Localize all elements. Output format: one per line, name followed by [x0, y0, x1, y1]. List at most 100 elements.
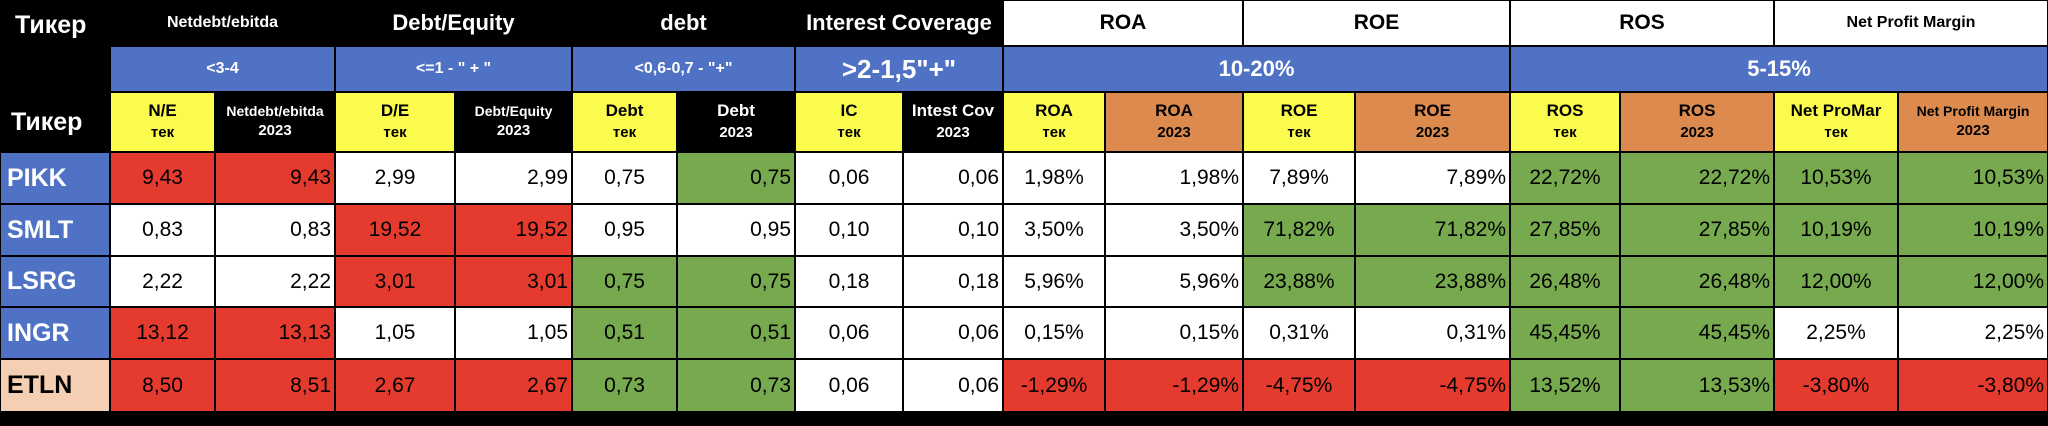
value-cell[interactable]: 7,89%: [1355, 152, 1510, 204]
column-label-2[interactable]: D/E тек: [335, 92, 455, 152]
column-label-1[interactable]: Netdebt/ebitda 2023: [215, 92, 335, 152]
value-cell[interactable]: 13,53%: [1620, 359, 1774, 412]
value-cell[interactable]: 10,19%: [1774, 204, 1898, 256]
value-cell[interactable]: 0,06: [903, 307, 1003, 359]
column-label-0[interactable]: N/E тек: [110, 92, 215, 152]
group-title-1[interactable]: Debt/Equity: [335, 0, 572, 46]
column-label-12[interactable]: ROS тек: [1510, 92, 1620, 152]
value-cell[interactable]: 27,85%: [1620, 204, 1774, 256]
value-cell[interactable]: -3,80%: [1774, 359, 1898, 412]
norm-2[interactable]: <0,6-0,7 - "+": [572, 46, 795, 92]
value-cell[interactable]: 0,06: [795, 152, 903, 204]
value-cell[interactable]: 26,48%: [1510, 256, 1620, 307]
group-title-2[interactable]: debt: [572, 0, 795, 46]
value-cell[interactable]: 0,15%: [1105, 307, 1243, 359]
value-cell[interactable]: 7,89%: [1243, 152, 1355, 204]
column-label-5[interactable]: Debt 2023: [677, 92, 795, 152]
value-cell[interactable]: 2,22: [110, 256, 215, 307]
value-cell[interactable]: 5,96%: [1003, 256, 1105, 307]
value-cell[interactable]: 0,06: [795, 359, 903, 412]
value-cell[interactable]: 0,75: [572, 152, 677, 204]
value-cell[interactable]: 0,18: [903, 256, 1003, 307]
value-cell[interactable]: -1,29%: [1003, 359, 1105, 412]
value-cell[interactable]: 10,53%: [1898, 152, 2048, 204]
value-cell[interactable]: 9,43: [110, 152, 215, 204]
value-cell[interactable]: 0,51: [572, 307, 677, 359]
value-cell[interactable]: 3,50%: [1003, 204, 1105, 256]
value-cell[interactable]: 10,19%: [1898, 204, 2048, 256]
ticker-label-2[interactable]: Тикер: [0, 92, 110, 152]
value-cell[interactable]: 0,73: [677, 359, 795, 412]
value-cell[interactable]: 0,10: [795, 204, 903, 256]
value-cell[interactable]: 23,88%: [1243, 256, 1355, 307]
group-title-3[interactable]: Interest Coverage: [795, 0, 1003, 46]
value-cell[interactable]: 0,18: [795, 256, 903, 307]
value-cell[interactable]: 0,83: [215, 204, 335, 256]
value-cell[interactable]: -4,75%: [1355, 359, 1510, 412]
value-cell[interactable]: 0,95: [677, 204, 795, 256]
value-cell[interactable]: -4,75%: [1243, 359, 1355, 412]
value-cell[interactable]: 2,99: [455, 152, 572, 204]
norm-3[interactable]: >2-1,5"+": [795, 46, 1003, 92]
value-cell[interactable]: -1,29%: [1105, 359, 1243, 412]
value-cell[interactable]: 1,98%: [1003, 152, 1105, 204]
value-cell[interactable]: 3,50%: [1105, 204, 1243, 256]
value-cell[interactable]: 22,72%: [1620, 152, 1774, 204]
column-label-10[interactable]: ROE тек: [1243, 92, 1355, 152]
value-cell[interactable]: 12,00%: [1898, 256, 2048, 307]
value-cell[interactable]: 0,06: [903, 359, 1003, 412]
value-cell[interactable]: 2,25%: [1774, 307, 1898, 359]
ticker-etln[interactable]: ETLN: [0, 359, 110, 412]
norm-6[interactable]: 5-15%: [1510, 46, 2048, 92]
ticker-pikk[interactable]: PIKK: [0, 152, 110, 204]
column-label-6[interactable]: IC тек: [795, 92, 903, 152]
value-cell[interactable]: 0,51: [677, 307, 795, 359]
value-cell[interactable]: 0,31%: [1355, 307, 1510, 359]
value-cell[interactable]: 8,51: [215, 359, 335, 412]
value-cell[interactable]: 0,06: [795, 307, 903, 359]
group-title-0[interactable]: Netdebt/ebitda: [110, 0, 335, 46]
value-cell[interactable]: 13,12: [110, 307, 215, 359]
bottom-strip[interactable]: [0, 412, 2048, 426]
column-label-15[interactable]: Net Profit Margin 2023: [1898, 92, 2048, 152]
value-cell[interactable]: 71,82%: [1243, 204, 1355, 256]
value-cell[interactable]: 13,13: [215, 307, 335, 359]
value-cell[interactable]: 19,52: [335, 204, 455, 256]
value-cell[interactable]: 0,95: [572, 204, 677, 256]
column-label-7[interactable]: Intest Cov 2023: [903, 92, 1003, 152]
norm-0[interactable]: <3-4: [110, 46, 335, 92]
group-title-7[interactable]: Net Profit Margin: [1774, 0, 2048, 46]
value-cell[interactable]: 0,31%: [1243, 307, 1355, 359]
column-label-4[interactable]: Debt тек: [572, 92, 677, 152]
value-cell[interactable]: 23,88%: [1355, 256, 1510, 307]
value-cell[interactable]: 10,53%: [1774, 152, 1898, 204]
value-cell[interactable]: 8,50: [110, 359, 215, 412]
group-title-6[interactable]: ROS: [1510, 0, 1774, 46]
ticker-header[interactable]: Тикер: [0, 0, 110, 92]
column-label-9[interactable]: ROA 2023: [1105, 92, 1243, 152]
value-cell[interactable]: 12,00%: [1774, 256, 1898, 307]
value-cell[interactable]: 19,52: [455, 204, 572, 256]
value-cell[interactable]: 45,45%: [1510, 307, 1620, 359]
value-cell[interactable]: 22,72%: [1510, 152, 1620, 204]
value-cell[interactable]: 0,83: [110, 204, 215, 256]
value-cell[interactable]: 1,05: [335, 307, 455, 359]
value-cell[interactable]: 3,01: [335, 256, 455, 307]
column-label-11[interactable]: ROE 2023: [1355, 92, 1510, 152]
norm-1[interactable]: <=1 - " + ": [335, 46, 572, 92]
group-title-5[interactable]: ROE: [1243, 0, 1510, 46]
value-cell[interactable]: 45,45%: [1620, 307, 1774, 359]
norm-4[interactable]: 10-20%: [1003, 46, 1510, 92]
ticker-lsrg[interactable]: LSRG: [0, 256, 110, 307]
value-cell[interactable]: 71,82%: [1355, 204, 1510, 256]
value-cell[interactable]: 2,99: [335, 152, 455, 204]
value-cell[interactable]: 1,98%: [1105, 152, 1243, 204]
column-label-14[interactable]: Net ProMar тек: [1774, 92, 1898, 152]
value-cell[interactable]: 0,73: [572, 359, 677, 412]
value-cell[interactable]: 0,75: [572, 256, 677, 307]
value-cell[interactable]: 13,52%: [1510, 359, 1620, 412]
ticker-smlt[interactable]: SMLT: [0, 204, 110, 256]
value-cell[interactable]: 0,10: [903, 204, 1003, 256]
value-cell[interactable]: 0,15%: [1003, 307, 1105, 359]
column-label-13[interactable]: ROS 2023: [1620, 92, 1774, 152]
